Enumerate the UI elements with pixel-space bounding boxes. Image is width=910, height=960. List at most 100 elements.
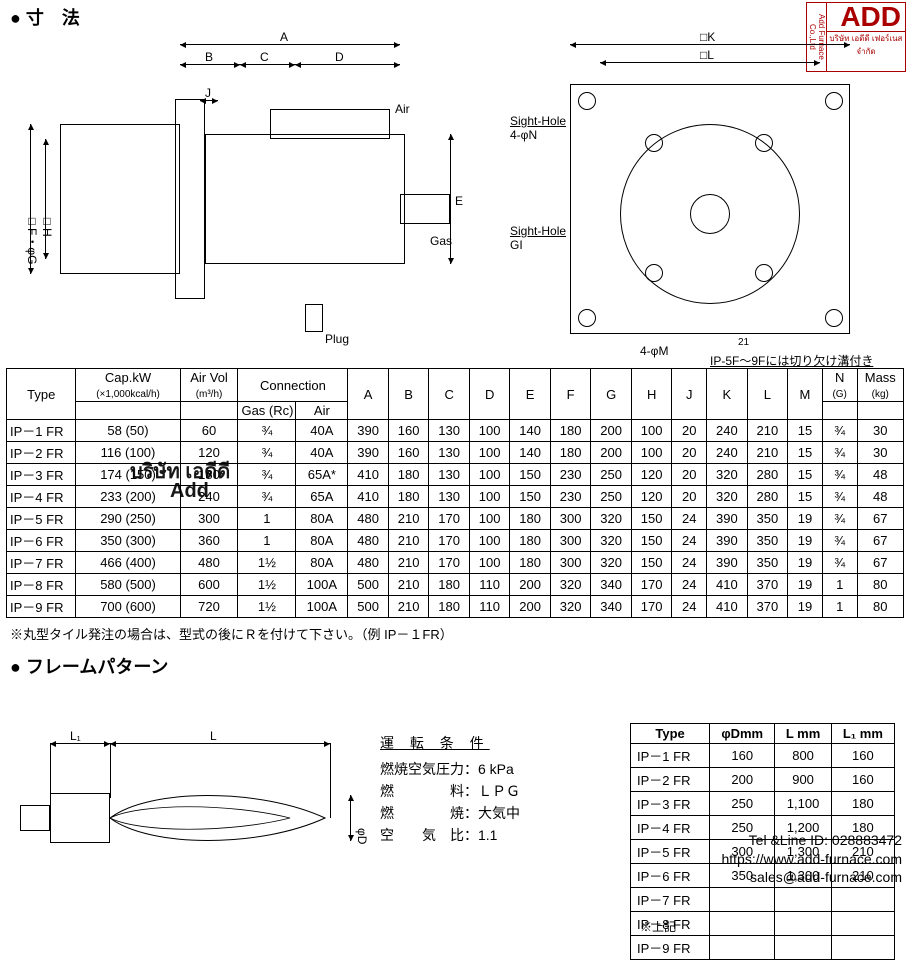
table-cell: 580 (500) (76, 574, 180, 596)
table-cell (710, 936, 775, 960)
table-cell: 180 (831, 792, 894, 816)
table-cell (775, 936, 831, 960)
table-cell (831, 936, 894, 960)
conditions-title: 運 転 条 件 (380, 733, 630, 753)
th-b: B (388, 369, 429, 420)
dim-label-l1: L₁ (70, 729, 81, 743)
th-f: F (550, 369, 591, 420)
table-cell: 100 (469, 420, 510, 442)
condition-row: 燃 焼：大気中 (380, 803, 630, 823)
table-cell: 130 (429, 464, 470, 486)
condition-row: 燃焼空気圧力：6 kPa (380, 759, 630, 779)
table-cell: 1,100 (775, 792, 831, 816)
table-cell: 67 (857, 508, 903, 530)
table-cell: 210 (388, 530, 429, 552)
table-cell: 110 (469, 596, 510, 618)
table-cell: 19 (788, 596, 823, 618)
table-cell: 210 (388, 596, 429, 618)
table-cell: 24 (672, 596, 707, 618)
table-cell: 300 (180, 508, 238, 530)
table-cell: 40A (296, 420, 348, 442)
table-cell: 48 (857, 464, 903, 486)
table-cell: 480 (348, 530, 389, 552)
table-cell: 1 (238, 530, 296, 552)
table-cell: 180 (429, 574, 470, 596)
table-cell: 320 (591, 552, 632, 574)
table-cell: 180 (550, 420, 591, 442)
table-row: IP－5 FR290 (250)300180A48021017010018030… (7, 508, 904, 530)
table-row: IP－9 FR700 (600)7201½100A500210180110200… (7, 596, 904, 618)
table-cell: 160 (831, 768, 894, 792)
table-cell: IP－1 FR (7, 420, 76, 442)
table-cell: 19 (788, 530, 823, 552)
dim-label-e: E (455, 194, 463, 208)
table-cell: 100 (469, 552, 510, 574)
dim-label-l: L (210, 729, 217, 743)
label-dim-21: 21 (738, 337, 749, 348)
table-cell: 19 (788, 508, 823, 530)
drawing-area: A B C D J □F・φG □H E Air Gas Plug □K (10, 34, 900, 364)
table-cell: 200 (510, 596, 551, 618)
label-plug: Plug (325, 332, 349, 346)
table-cell: IP－1 FR (631, 744, 710, 768)
table-cell: 100 (469, 464, 510, 486)
table-cell: IP－3 FR (7, 464, 76, 486)
ft-th-l: L mm (775, 724, 831, 744)
table-cell: ¾ (822, 486, 857, 508)
table-cell: IP－6 FR (7, 530, 76, 552)
table-cell: 240 (707, 442, 748, 464)
table-cell: 300 (550, 530, 591, 552)
th-connection: Connection (238, 369, 348, 402)
table-cell: 210 (747, 442, 788, 464)
table-cell: 340 (591, 596, 632, 618)
table-cell: 130 (429, 486, 470, 508)
table-cell: 210 (388, 508, 429, 530)
table-cell: 120 (631, 486, 672, 508)
table-cell: 210 (747, 420, 788, 442)
table-cell: 150 (631, 508, 672, 530)
table-row: IP－1 FR58 (50)60¾40A39016013010014018020… (7, 420, 904, 442)
table-cell: 320 (591, 508, 632, 530)
table-cell: 180 (550, 442, 591, 464)
table-cell: 58 (50) (76, 420, 180, 442)
table-cell: 110 (469, 574, 510, 596)
table-cell: 20 (672, 464, 707, 486)
footer-url: https://www.add-furnace.com (721, 850, 902, 868)
table-cell: 480 (180, 552, 238, 574)
label-air: Air (395, 102, 410, 116)
dim-label-d: D (335, 50, 344, 64)
table-cell: IP－4 FR (7, 486, 76, 508)
section-title-dimensions: 寸 法 (0, 0, 910, 34)
watermark-line2: Add (170, 480, 209, 503)
table-cell: 24 (672, 530, 707, 552)
table-cell: IP－3 FR (631, 792, 710, 816)
table-cell: 280 (747, 486, 788, 508)
th-a: A (348, 369, 389, 420)
table-cell: 20 (672, 486, 707, 508)
table-cell: 390 (707, 508, 748, 530)
table-cell: 100 (469, 530, 510, 552)
table-cell: ¾ (822, 442, 857, 464)
table-cell: 1½ (238, 574, 296, 596)
label-groove-note: IP-5F～9Fには切り欠け溝付き (710, 352, 910, 369)
table-cell: 300 (550, 552, 591, 574)
table-cell: 48 (857, 486, 903, 508)
label-4-phi-m: 4-φM (640, 344, 668, 358)
table-cell: 466 (400) (76, 552, 180, 574)
table-cell: 160 (710, 744, 775, 768)
table-cell: 600 (180, 574, 238, 596)
table-row: IP－7 FR466 (400)4801½80A4802101701001803… (7, 552, 904, 574)
table-cell: ¾ (822, 420, 857, 442)
table-cell: IP－4 FR (631, 816, 710, 840)
th-h: H (631, 369, 672, 420)
table-cell: 390 (348, 420, 389, 442)
flame-drawing: L₁ L φD (20, 733, 380, 883)
dim-label-phi-d: φD (355, 828, 369, 844)
condition-row: 空 気 比：1.1 (380, 825, 630, 845)
table-cell: 65A (296, 486, 348, 508)
table-cell: 150 (510, 486, 551, 508)
table-cell: 390 (707, 530, 748, 552)
table-cell: 233 (200) (76, 486, 180, 508)
th-m: M (788, 369, 823, 420)
table-cell: 100 (469, 442, 510, 464)
